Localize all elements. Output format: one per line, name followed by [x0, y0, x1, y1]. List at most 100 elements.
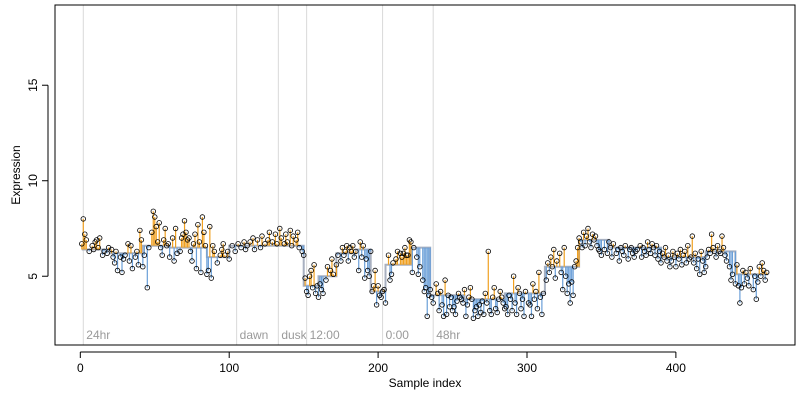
phase-markers: 24hr dawn dusk 12:00 0:00 48hr [82, 5, 460, 345]
data-point [160, 237, 167, 243]
data-point [390, 260, 396, 266]
data-point [755, 279, 761, 285]
data-point [153, 223, 159, 230]
data-point [512, 300, 518, 306]
data-point [293, 237, 299, 243]
data-point [113, 248, 119, 255]
data-point [317, 281, 323, 287]
data-point [443, 311, 450, 318]
data-point [110, 254, 116, 260]
data-point [714, 242, 721, 249]
data-point [662, 244, 669, 251]
data-point [324, 264, 331, 270]
data-point [251, 246, 258, 253]
data-point [729, 271, 736, 277]
data-point [540, 290, 547, 297]
data-point [460, 300, 466, 306]
data-point [747, 265, 753, 272]
data-point [583, 233, 590, 239]
data-point [674, 250, 681, 256]
data-point [402, 244, 408, 251]
data-point [665, 252, 672, 258]
data-point [700, 258, 706, 264]
data-point [128, 242, 134, 249]
data-point [698, 248, 704, 255]
data-point [571, 264, 578, 270]
data-point [479, 298, 485, 304]
data-point [353, 248, 359, 255]
data-point [717, 250, 724, 256]
data-point [521, 313, 527, 319]
data-point [269, 239, 276, 245]
data-point [226, 256, 232, 262]
data-point [726, 264, 733, 270]
data-point [177, 248, 183, 255]
data-point [707, 250, 713, 256]
data-point [531, 296, 538, 302]
data-point [289, 242, 295, 249]
data-point [703, 264, 709, 270]
data-point [634, 246, 640, 253]
data-point [490, 294, 496, 300]
data-point [758, 273, 764, 279]
data-point [368, 248, 374, 255]
data-point [119, 269, 125, 276]
data-point [232, 248, 238, 255]
phase-label: 0:00 [386, 328, 410, 342]
data-point [284, 239, 290, 245]
data-point [691, 260, 697, 266]
data-point [469, 296, 475, 302]
data-point [342, 248, 348, 255]
data-point [582, 242, 588, 249]
data-point [283, 231, 289, 237]
data-point [500, 300, 506, 306]
data-point [266, 229, 273, 235]
data-point [86, 248, 92, 255]
data-point [577, 239, 584, 245]
data-point [329, 256, 335, 262]
data-point [83, 237, 89, 243]
plot-frame [54, 4, 796, 346]
data-point [424, 313, 430, 319]
data-point [382, 300, 389, 306]
data-point [274, 241, 280, 247]
data-point [467, 285, 474, 291]
data-point [644, 239, 651, 245]
data-point [306, 273, 313, 279]
data-point [682, 248, 688, 255]
data-point [140, 264, 146, 270]
data-point [585, 225, 591, 232]
data-point [592, 233, 599, 239]
data-point [417, 264, 423, 270]
data-point [720, 244, 727, 251]
data-point [137, 227, 143, 234]
data-point [190, 241, 197, 247]
data-point [220, 241, 226, 247]
data-point [277, 225, 283, 232]
data-point [692, 250, 698, 256]
data-point [510, 273, 517, 279]
data-point [369, 288, 375, 295]
data-point [211, 248, 217, 255]
data-point [527, 302, 533, 308]
data-point [756, 264, 762, 270]
data-point [653, 242, 660, 249]
data-point [658, 260, 664, 266]
phase-label: 48hr [436, 328, 460, 342]
data-point [631, 254, 637, 260]
data-point [315, 294, 322, 300]
data-point [609, 254, 615, 260]
data-point [573, 258, 579, 264]
data-point [606, 239, 612, 245]
data-point [499, 294, 505, 300]
data-point [533, 288, 539, 295]
data-point [247, 239, 253, 245]
data-point [708, 231, 715, 237]
data-point [312, 290, 319, 297]
data-point [628, 244, 634, 251]
data-point [221, 252, 228, 258]
data-point [96, 235, 103, 241]
data-point [219, 246, 225, 253]
data-point [366, 273, 372, 279]
data-point [504, 311, 511, 318]
